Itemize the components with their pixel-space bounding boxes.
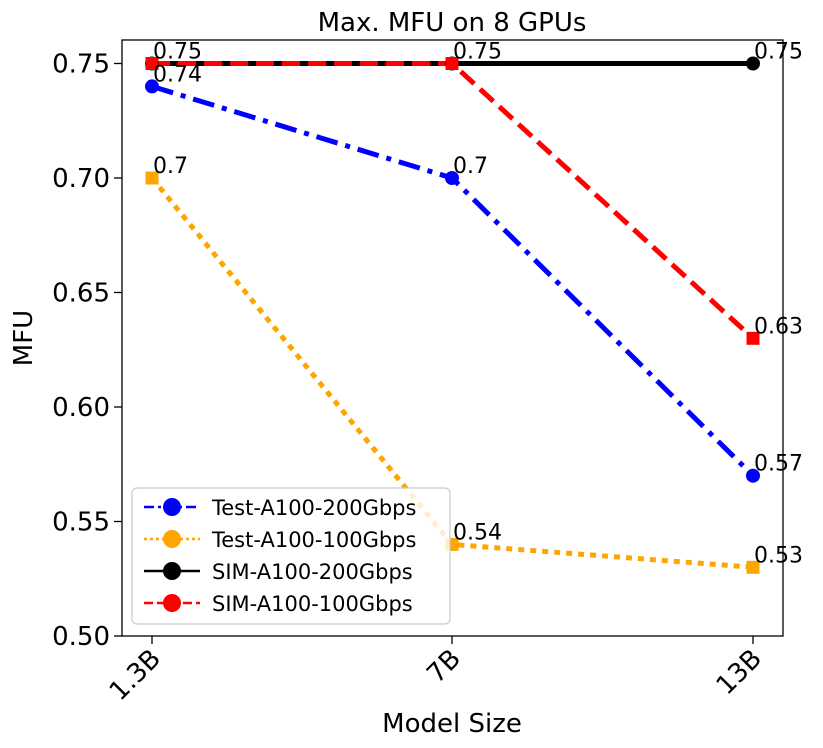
x-axis-label: Model Size	[382, 709, 522, 739]
data-point	[445, 171, 459, 185]
x-tick-label: 13B	[711, 644, 768, 701]
legend-marker	[163, 530, 181, 548]
data-point	[145, 57, 159, 70]
data-label: 0.54	[453, 520, 502, 545]
legend-label: SIM-A100-100Gbps	[212, 592, 413, 616]
data-point	[445, 57, 459, 70]
legend-box	[131, 487, 451, 625]
data-label: 0.7	[453, 154, 488, 179]
data-point	[145, 79, 159, 94]
y-tick-label: 0.60	[52, 393, 110, 423]
series-markers	[145, 56, 760, 574]
y-tick-label: 0.55	[52, 508, 110, 538]
x-tick-label: 7B	[421, 644, 467, 690]
data-label: 0.53	[754, 543, 803, 568]
data-point	[746, 331, 760, 345]
series-line-Test-A100-200Gbps	[151, 84, 755, 478]
legend-marker	[163, 562, 181, 580]
series-line-SIM-A100-100Gbps	[152, 61, 755, 341]
legend: Test-A100-200Gbps Test-A100-100Gbps SIM-A1…	[131, 487, 451, 625]
x-axis: 1.3B 7B 13B	[104, 636, 768, 707]
legend-marker	[163, 498, 181, 516]
data-label: 0.74	[153, 62, 202, 87]
x-tick-label: 1.3B	[104, 644, 167, 707]
legend-marker	[163, 594, 181, 612]
data-labels: 0.74 0.7 0.57 0.7 0.54 0.53 0.75 0.75 0.75 0.63	[153, 40, 803, 569]
data-point	[145, 171, 159, 185]
data-point	[746, 560, 760, 574]
data-label: 0.75	[754, 40, 803, 65]
data-point	[746, 468, 760, 483]
data-label: 0.75	[153, 40, 202, 65]
y-axis: 0.50 0.55 0.60 0.65 0.70 0.75	[52, 50, 122, 652]
chart-title: Max. MFU on 8 GPUs	[318, 8, 587, 38]
data-label: 0.7	[153, 154, 188, 179]
data-label: 0.63	[754, 314, 803, 339]
legend-label: Test-A100-100Gbps	[211, 528, 416, 552]
y-tick-label: 0.75	[52, 50, 110, 80]
y-axis-label: MFU	[9, 310, 39, 366]
y-tick-label: 0.65	[52, 279, 110, 309]
data-point	[746, 56, 760, 71]
legend-label: SIM-A100-200Gbps	[212, 560, 413, 584]
legend-label: Test-A100-200Gbps	[211, 496, 416, 520]
data-label: 0.75	[453, 40, 502, 65]
y-tick-label: 0.70	[52, 164, 110, 194]
y-tick-label: 0.50	[52, 622, 110, 652]
data-label: 0.57	[754, 452, 803, 477]
